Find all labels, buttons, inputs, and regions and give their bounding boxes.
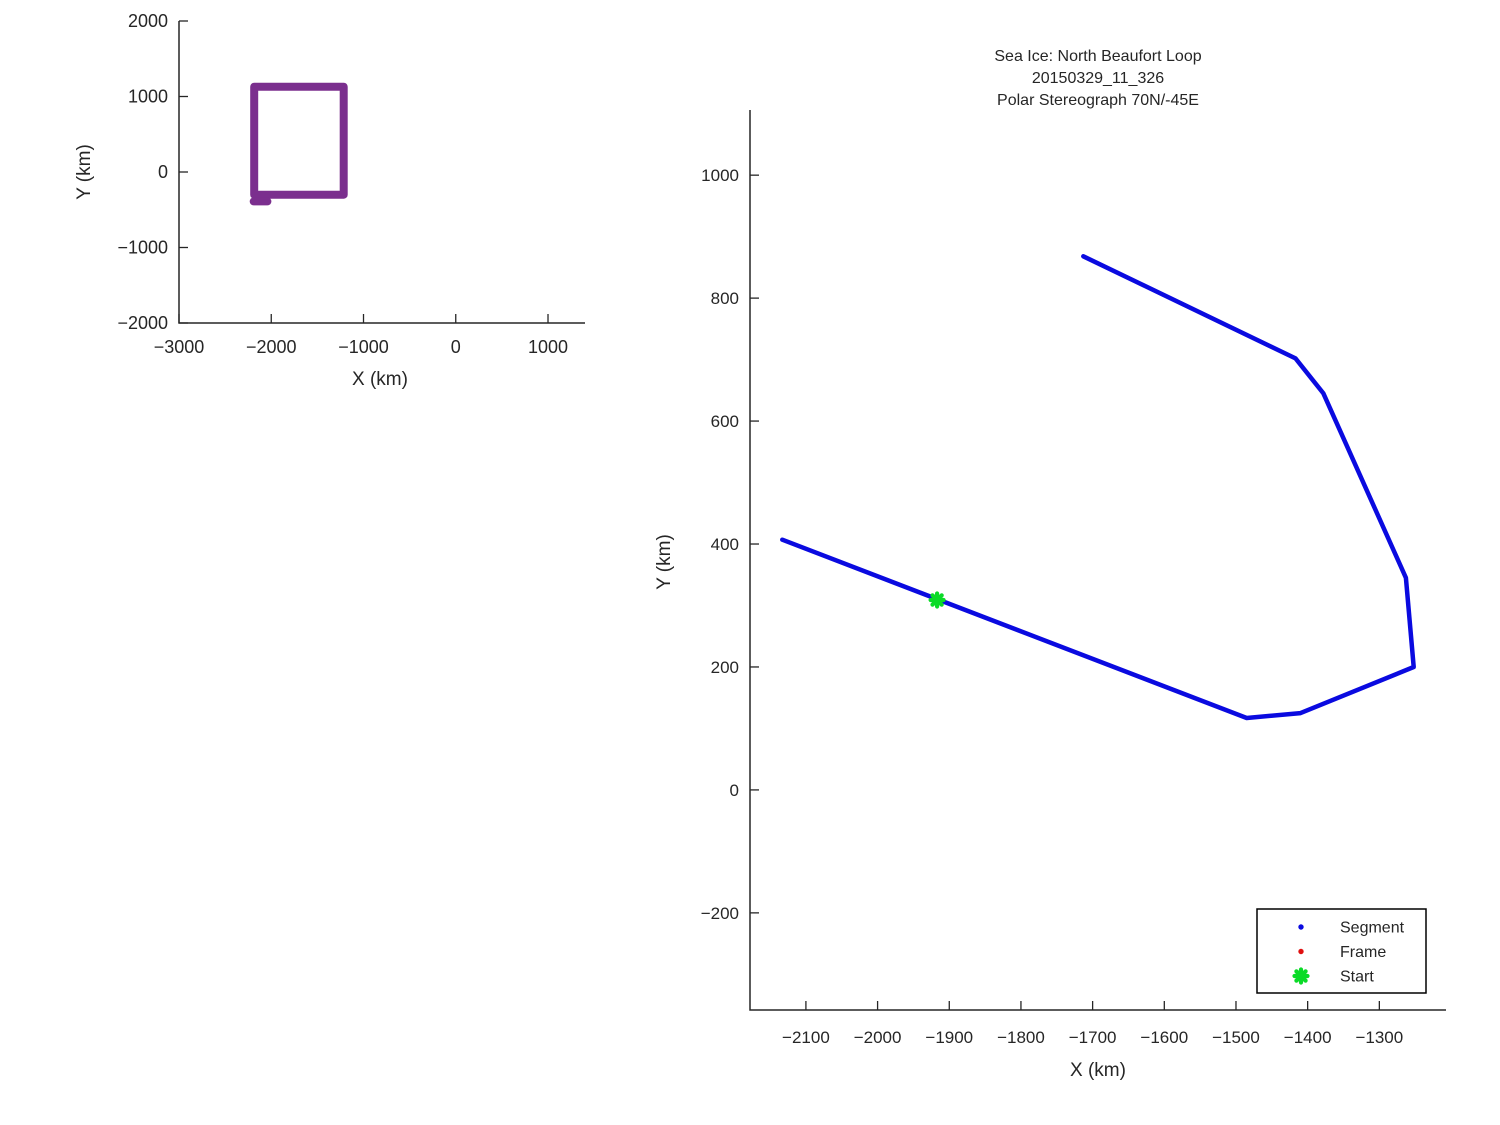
overview-x-tick-label: −3000 xyxy=(154,337,205,357)
overview-plot: −3000 −2000 −1000 0 1000 −2000 −1000 0 1000 2000 xyxy=(117,11,585,357)
main-x-tick-label: −1900 xyxy=(925,1028,973,1047)
main-y-tick-label: 400 xyxy=(711,535,739,554)
legend-segment-label: Segment xyxy=(1340,920,1405,937)
main-x-tick-label: −1700 xyxy=(1069,1028,1117,1047)
overview-y-tick-label: 1000 xyxy=(128,87,168,107)
main-x-tick-label: −2100 xyxy=(782,1028,830,1047)
overview-x-tick-label: −1000 xyxy=(338,337,389,357)
overview-y-axis-label: Y (km) xyxy=(74,144,95,200)
main-x-tick-label: −1800 xyxy=(997,1028,1045,1047)
main-x-tick-label: −1600 xyxy=(1140,1028,1188,1047)
main-y-tick-label: −200 xyxy=(701,904,739,923)
legend-segment-dot-icon xyxy=(1298,924,1304,930)
main-title-line3: Polar Stereograph 70N/-45E xyxy=(997,92,1199,109)
main-title-block: Sea Ice: North Beaufort Loop 20150329_11… xyxy=(994,48,1201,109)
legend-start-asterisk xyxy=(1294,969,1308,983)
main-plot: −2100 −2000 −1900 −1800 −1700 −1600 −1500 −1400… xyxy=(701,110,1446,1047)
main-x-tick-label: −1400 xyxy=(1284,1028,1332,1047)
main-y-tick-label: 0 xyxy=(730,781,739,800)
legend: Segment Frame Start xyxy=(1256,908,1427,994)
main-title-line1: Sea Ice: North Beaufort Loop xyxy=(994,48,1201,65)
loop-extent-box xyxy=(250,82,348,199)
overview-y-tick-label: 0 xyxy=(158,162,168,182)
main-y-tick-label: 200 xyxy=(711,658,739,677)
legend-frame-label: Frame xyxy=(1340,944,1386,961)
overview-y-tick-label: −2000 xyxy=(117,313,168,333)
overview-x-tick-label: 0 xyxy=(451,337,461,357)
overview-x-tick-label: 1000 xyxy=(528,337,568,357)
start-point-marker xyxy=(930,593,944,607)
main-y-axis-label: Y (km) xyxy=(654,534,675,590)
overview-y-tick-label: 2000 xyxy=(128,11,168,31)
legend-frame-dot-icon xyxy=(1298,948,1304,955)
overview-axis-spines xyxy=(178,21,585,324)
overview-y-tick-label: −1000 xyxy=(117,238,168,258)
main-y-tick-label: 600 xyxy=(711,412,739,431)
main-x-tick-label: −2000 xyxy=(854,1028,902,1047)
main-x-axis-label: X (km) xyxy=(1070,1060,1126,1081)
overview-x-axis-label: X (km) xyxy=(352,369,408,390)
main-y-tick-label: 1000 xyxy=(701,166,739,185)
overview-x-tick-label: −2000 xyxy=(246,337,297,357)
legend-box xyxy=(1256,908,1427,994)
main-x-tick-label: −1300 xyxy=(1355,1028,1403,1047)
legend-start-asterisk-icon xyxy=(1292,967,1310,985)
main-y-tick-label: 800 xyxy=(711,289,739,308)
main-title-line2: 20150329_11_326 xyxy=(1032,70,1164,87)
segment-track xyxy=(780,254,1416,721)
main-axis-spines xyxy=(749,110,1446,1011)
legend-start-label: Start xyxy=(1340,969,1374,986)
main-x-tick-label: −1500 xyxy=(1212,1028,1260,1047)
